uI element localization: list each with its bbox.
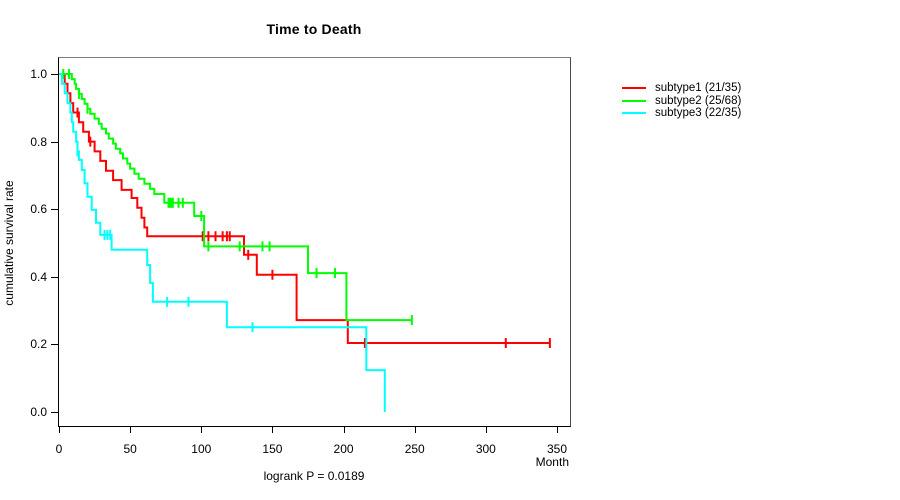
plot-area-box: [58, 57, 571, 427]
x-tick-label: 0: [55, 442, 63, 456]
chart-title: Time to Death: [266, 21, 362, 37]
x-tick-label: 300: [475, 442, 496, 456]
legend-item-subtype3: subtype3 (22/35): [622, 107, 741, 120]
x-tick-label: 200: [333, 442, 354, 456]
y-tick-label: 0.2: [30, 337, 47, 352]
legend-label: subtype1 (21/35): [655, 82, 742, 94]
logrank-annotation: logrank P = 0.0189: [263, 469, 365, 483]
km-curve: [59, 73, 550, 344]
x-tick-label: 150: [262, 442, 283, 456]
legend-item-subtype2: subtype2 (25/68): [622, 95, 741, 108]
legend-line-swatch: [622, 87, 646, 90]
x-tick-label: 50: [123, 442, 137, 456]
legend: subtype1 (21/35) subtype2 (25/68) subtyp…: [622, 82, 741, 120]
y-tick-label: 1.0: [30, 67, 47, 81]
legend-label: subtype3 (22/35): [655, 107, 742, 120]
x-tick-label: 250: [404, 442, 425, 456]
legend-line-swatch: [622, 99, 646, 102]
x-tick-label: 100: [191, 442, 212, 456]
legend-label: subtype2 (25/68): [655, 94, 742, 107]
km-curve: [59, 73, 386, 412]
legend-line-swatch: [622, 112, 646, 115]
km-curve: [59, 73, 412, 322]
y-tick-label: 0.0: [30, 405, 47, 419]
y-tick-label: 0.6: [30, 202, 47, 217]
x-axis-title: Month: [535, 455, 569, 469]
x-tick-label: 350: [546, 442, 568, 456]
legend-item-subtype1: subtype1 (21/35): [622, 82, 741, 95]
y-tick-label: 0.4: [30, 269, 47, 284]
y-tick-label: 0.8: [30, 134, 47, 149]
